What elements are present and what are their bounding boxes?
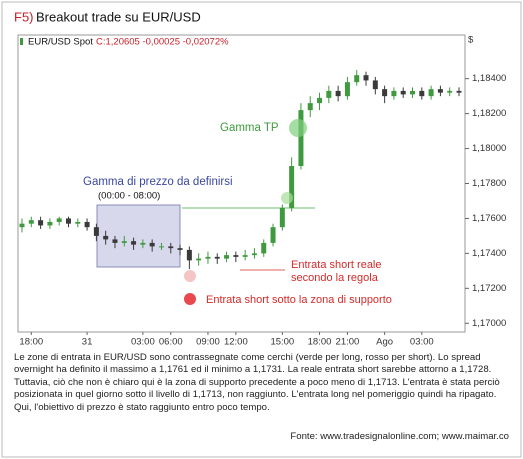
candle-body xyxy=(65,218,71,224)
x-tick-label: Ago xyxy=(376,337,393,348)
candle-body xyxy=(456,90,462,93)
candle-body xyxy=(298,110,304,167)
short-label: secondo la regola xyxy=(291,272,379,284)
candle-body xyxy=(382,89,388,97)
candle-body xyxy=(168,246,174,249)
short-support-label: Entrata short sotto la zona di supporto xyxy=(206,294,392,306)
chart-title: Breakout trade su EUR/USD xyxy=(36,9,201,24)
candle-body xyxy=(112,239,118,243)
candle-body xyxy=(131,241,137,245)
candle-body xyxy=(149,242,155,247)
x-tick-label: 15:00 xyxy=(270,337,294,348)
x-tick-label: 03:00 xyxy=(131,337,155,348)
range-box xyxy=(96,204,181,268)
x-tick-label: 09:00 xyxy=(196,337,220,348)
candle-body xyxy=(177,248,183,250)
candle-body xyxy=(447,90,453,93)
legend-icon xyxy=(20,38,23,45)
candle-body xyxy=(93,227,99,236)
x-tick-label: 12:00 xyxy=(224,337,248,348)
candle-body xyxy=(428,89,434,97)
candle-body xyxy=(251,253,257,256)
candle-body xyxy=(363,75,369,81)
candle-body xyxy=(326,90,332,98)
x-tick-label: 18:00 xyxy=(19,337,43,348)
candle-body xyxy=(270,227,276,243)
candle-body xyxy=(261,242,267,254)
candle-body xyxy=(372,80,378,90)
candle-body xyxy=(224,255,230,259)
candle-body xyxy=(279,207,285,228)
currency: $ xyxy=(468,35,474,46)
candle-body xyxy=(344,82,350,97)
candle-body xyxy=(307,103,313,111)
candle-body xyxy=(140,242,146,245)
candle-body xyxy=(335,90,341,97)
y-tick-label: 1,17200 xyxy=(472,283,506,294)
candle-body xyxy=(354,75,360,83)
candle-body xyxy=(56,218,62,222)
x-tick-label: 03:00 xyxy=(410,337,434,348)
short-label: Entrata short reale xyxy=(291,259,382,271)
candle-body xyxy=(121,241,127,243)
quote: C:1,20605 -0,00025 -0,02072% xyxy=(96,37,229,48)
candle-body xyxy=(419,90,425,97)
x-tick-label: 06:00 xyxy=(159,337,183,348)
instrument: EUR/USD Spot xyxy=(28,37,93,48)
candle-body xyxy=(186,249,192,261)
range-label: Gamma di prezzo da definirsi xyxy=(83,176,233,188)
tp-circle xyxy=(289,119,307,137)
y-tick-label: 1,17800 xyxy=(472,178,506,189)
x-tick-label: 18:00 xyxy=(308,337,332,348)
candle-body xyxy=(75,221,81,224)
candle-body xyxy=(400,90,406,95)
source: Fonte: www.tradesignalonline.com; www.ma… xyxy=(290,431,509,442)
candle-body xyxy=(47,221,53,226)
candle-body xyxy=(233,255,239,257)
candle-body xyxy=(196,258,202,261)
tp-label: Gamma TP xyxy=(220,122,279,134)
y-tick-label: 1,17600 xyxy=(472,213,506,224)
candle-body xyxy=(410,90,416,95)
y-tick-label: 1,18400 xyxy=(472,73,506,84)
candle-body xyxy=(103,235,109,240)
y-tick-label: 1,17400 xyxy=(472,248,506,259)
short-circle-real xyxy=(184,270,196,282)
long-circle xyxy=(281,192,293,204)
candle-body xyxy=(28,220,34,224)
candle-body xyxy=(242,255,248,257)
candle-body xyxy=(158,246,164,248)
x-tick-label: 31 xyxy=(82,337,93,348)
short-circle-support xyxy=(184,293,196,305)
candle-body xyxy=(84,221,90,228)
y-tick-label: 1,18000 xyxy=(472,143,506,154)
caption: Le zone di entrata in EUR/USD sono contr… xyxy=(14,352,500,413)
candle-body xyxy=(317,97,323,104)
figure-label: F5) xyxy=(14,9,34,24)
candle-body xyxy=(391,90,397,97)
y-tick-label: 1,18200 xyxy=(472,108,506,119)
range-time: (00:00 - 08:00) xyxy=(98,191,160,202)
candle-body xyxy=(289,166,295,208)
x-tick-label: 21:00 xyxy=(336,337,360,348)
candle-body xyxy=(19,223,25,228)
candle-body xyxy=(38,220,44,226)
y-tick-label: 1,17000 xyxy=(472,318,506,329)
candle-body xyxy=(437,89,443,93)
plot: 1,17000 1,17200 1,17400 1,17600 1,17800 1,180… xyxy=(17,34,506,348)
candle-body xyxy=(214,256,220,259)
candle-body xyxy=(205,256,211,259)
